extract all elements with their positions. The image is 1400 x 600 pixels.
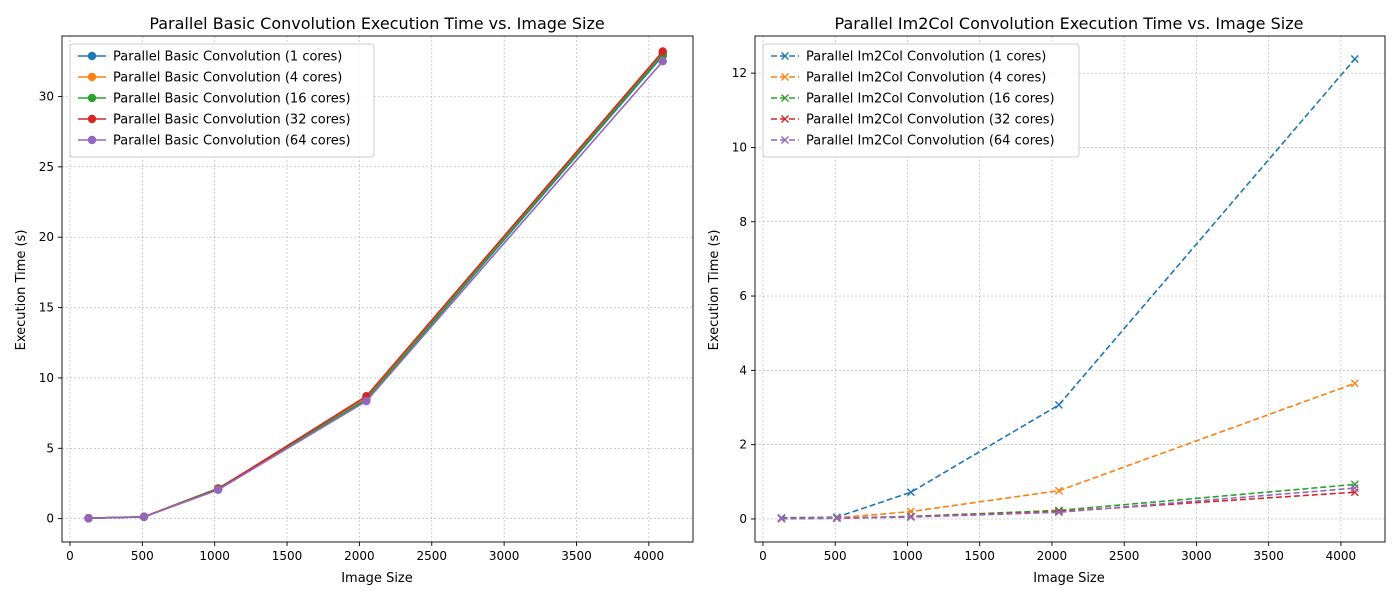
data-point [906,513,915,522]
x-tick-label: 3000 [489,549,520,563]
x-tick-label: 2000 [344,549,375,563]
legend-label: Parallel Basic Convolution (16 cores) [113,92,351,107]
grid [62,36,693,542]
x-tick-label: 1500 [272,549,303,563]
legend-box [69,43,375,158]
y-tick-label: 10 [732,140,747,154]
y-tick-label: 30 [39,90,54,104]
y-axis-label: Execution Time (s) [707,230,722,351]
legend-marker [781,52,789,60]
data-point [1054,486,1063,495]
y-tick-label: 2 [739,438,747,452]
chart-title: Parallel Basic Convolution Execution Tim… [149,14,604,33]
y-tick-label: 15 [39,301,54,315]
series-2 [777,379,1359,523]
x-tick-label: 500 [131,549,154,563]
x-tick-label: 2500 [1109,549,1140,563]
data-point [832,514,841,523]
plot-frame [61,35,694,543]
data-point [1350,379,1359,388]
y-tick-label: 5 [46,441,54,455]
legend: Parallel Im2Col Convolution (1 cores) Par… [762,43,1080,158]
data-point [213,485,223,494]
x-axis-label: Image Size [341,571,413,586]
legend-marker [781,136,789,144]
chart-title: Parallel Im2Col Convolution Execution Ti… [835,14,1304,33]
y-tick-label: 0 [739,512,747,526]
legend-marker [781,115,789,123]
legend-marker [87,93,97,103]
legend-label: Parallel Im2Col Convolution (16 cores) [806,92,1055,107]
legend-marker [781,73,789,81]
y-axis-label: Execution Time (s) [14,230,29,351]
x-axis-label: Image Size [1033,571,1105,586]
legend-label: Parallel Im2Col Convolution (32 cores) [806,113,1055,128]
legend-label: Parallel Basic Convolution (4 cores) [113,71,342,86]
legend-marker [87,72,97,82]
series-5 [84,57,667,523]
x-tick-label: 500 [824,549,847,563]
x-tick-label: 4000 [634,549,665,563]
x-tick-label: 2000 [1037,549,1068,563]
data-point [1350,484,1359,493]
legend-label: Parallel Basic Convolution (32 cores) [113,113,351,128]
legend-marker [87,51,97,61]
y-tick-label: 4 [739,363,747,377]
legend-marker [87,135,97,145]
data-point [906,488,915,497]
data-point [658,57,667,66]
x-tick-label: 0 [759,549,767,563]
chart-basic-convolution: Parallel Basic Convolution Execution Tim… [14,14,694,586]
legend-label: Parallel Im2Col Convolution (4 cores) [806,71,1046,86]
x-tick-label: 3500 [561,549,592,563]
x-tick-label: 1000 [892,549,923,563]
y-tick-label: 10 [39,371,54,385]
data-point [1054,508,1063,517]
x-tick-label: 1500 [964,549,995,563]
x-tick-label: 1000 [199,549,230,563]
data-point [658,47,667,56]
legend-label: Parallel Im2Col Convolution (64 cores) [806,134,1055,149]
legend: Parallel Basic Convolution (1 cores) Para… [69,43,375,158]
data-point [84,514,93,523]
y-tick-label: 25 [39,160,54,174]
legend-label: Parallel Basic Convolution (1 cores) [113,50,342,65]
legend-label: Parallel Basic Convolution (64 cores) [113,134,351,149]
y-tick-label: 8 [739,215,747,229]
plot-frame [754,35,1386,543]
y-tick-label: 12 [732,66,747,80]
data-point [139,512,149,522]
data-point [1054,400,1063,409]
x-tick-label: 3000 [1181,549,1212,563]
x-tick-label: 4000 [1326,549,1357,563]
data-point [1350,55,1359,64]
legend-label: Parallel Im2Col Convolution (1 cores) [806,50,1046,65]
x-tick-label: 2500 [416,549,447,563]
y-tick-label: 20 [39,230,54,244]
y-tick-label: 0 [46,512,54,526]
legend-marker [781,94,789,102]
data-point [777,514,786,523]
chart-im2col-convolution: Parallel Im2Col Convolution Execution Ti… [707,14,1386,586]
y-tick-label: 6 [739,289,747,303]
legend-box [762,43,1080,158]
x-tick-label: 3500 [1253,549,1284,563]
series-5 [777,484,1359,523]
x-tick-label: 0 [66,549,74,563]
legend-marker [87,114,97,124]
data-point [362,396,371,406]
